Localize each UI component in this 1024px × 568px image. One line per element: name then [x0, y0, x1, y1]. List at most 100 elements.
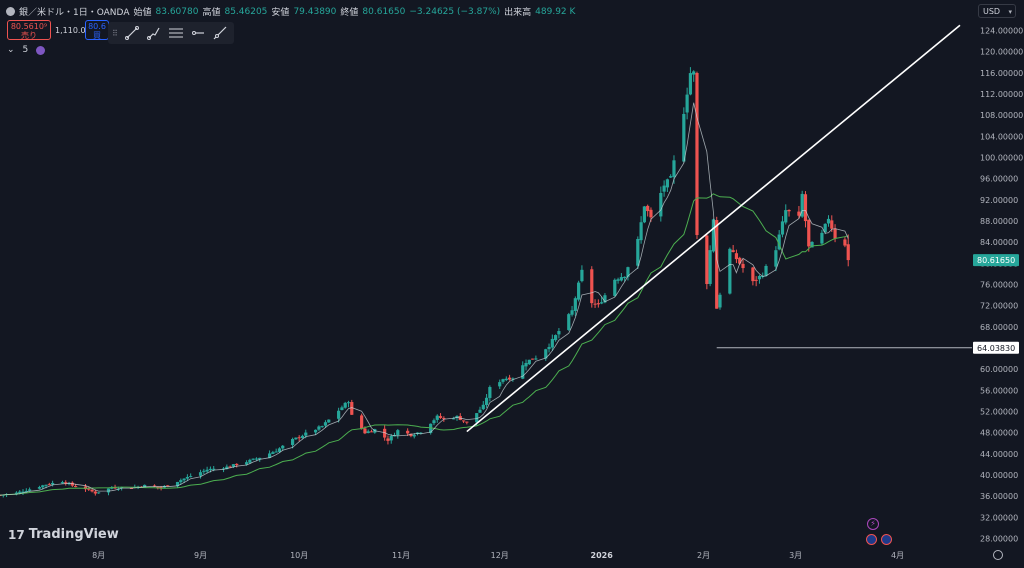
time-axis[interactable]: 8月 9月 10月 11月 12月 2026 2月 3月 4月: [92, 551, 904, 560]
candle-body: [695, 73, 699, 236]
price-tick-label: 108.00000: [980, 111, 1023, 120]
extended-line-icon[interactable]: [212, 25, 228, 41]
price-axis[interactable]: 28.00000 32.00000 36.00000 40.00000 44.00000…: [973, 27, 1023, 544]
candle-body: [208, 468, 213, 470]
drawing-layer[interactable]: [466, 24, 972, 433]
candle-body: [251, 458, 255, 460]
currency-select[interactable]: USD ▾: [978, 4, 1016, 18]
short-ma-line: [0, 102, 849, 496]
candle-body: [87, 488, 91, 490]
candle-body: [225, 466, 229, 470]
candle-body: [461, 420, 466, 422]
candle-body: [24, 490, 28, 492]
candle-body: [642, 206, 646, 223]
candle-body: [626, 267, 630, 277]
spread-value: 1,110.0: [55, 25, 86, 35]
candle-body: [554, 335, 558, 341]
candle-body: [738, 257, 742, 264]
candle-body: [271, 452, 275, 454]
time-tick-label: 4月: [891, 551, 904, 560]
fib-lines-icon[interactable]: [168, 25, 184, 41]
candle-body: [383, 428, 387, 438]
drag-handle-icon[interactable]: ⠿: [112, 28, 118, 38]
us-flag-icon[interactable]: [866, 534, 877, 545]
time-tick-label: 3月: [789, 551, 802, 560]
candle-body: [44, 484, 48, 486]
candle-body: [205, 469, 209, 472]
low-value: 79.43890: [293, 6, 337, 17]
volume-label: 出来高: [504, 8, 532, 18]
candle-body: [484, 397, 489, 406]
time-tick-label: 2026: [591, 551, 614, 560]
candle-body: [452, 418, 456, 420]
horizontal-ray-icon[interactable]: [190, 25, 206, 41]
price-tick-label: 116.00000: [980, 69, 1023, 78]
sell-label: 売り: [21, 31, 37, 40]
candle-body: [577, 282, 581, 300]
price-tick-label: 84.00000: [980, 238, 1018, 247]
price-tick-label: 100.00000: [980, 154, 1023, 163]
sell-button[interactable]: 80.5610⁹ 売り: [7, 20, 51, 40]
buy-label: 買: [93, 31, 101, 40]
collapse-icon[interactable]: ⌄: [7, 45, 15, 55]
ma-line: [0, 193, 849, 496]
candle-body: [550, 338, 554, 348]
price-tick-label: 72.00000: [980, 302, 1018, 311]
candle-body: [110, 487, 114, 489]
candle-body: [369, 431, 374, 433]
trade-panel: 80.5610⁹ 売り 1,110.0 80.6 買: [7, 20, 109, 40]
price-tick-label: 60.00000: [980, 365, 1018, 374]
candle-body: [521, 365, 525, 379]
last-price-label: 80.61650: [977, 256, 1015, 265]
indicator-icon[interactable]: [36, 45, 46, 55]
price-tick-label: 32.00000: [980, 513, 1018, 522]
candle-body: [254, 458, 259, 460]
candle-body: [501, 379, 505, 382]
low-label: 安値: [271, 8, 290, 18]
candle-body: [274, 451, 278, 453]
time-tick-label: 10月: [290, 551, 308, 560]
bolt-icon[interactable]: ⚡: [867, 518, 879, 530]
candle-body: [504, 378, 508, 381]
symbol-title[interactable]: 銀／米ドル・1日・OANDA: [19, 8, 130, 18]
ray-line-icon[interactable]: [146, 25, 162, 41]
us-flag-icon[interactable]: [881, 534, 892, 545]
candle-body: [780, 221, 785, 235]
candle-body: [90, 489, 94, 492]
candle-body: [175, 481, 180, 487]
candle-body: [51, 482, 55, 485]
candle-body: [304, 432, 308, 436]
candle-body: [784, 210, 788, 223]
candle-body: [337, 410, 341, 419]
candle-body: [711, 219, 716, 252]
trend-line: [466, 24, 961, 433]
open-label: 始値: [133, 8, 152, 18]
candle-body: [820, 232, 824, 244]
candle-body: [327, 419, 331, 423]
open-value: 83.60780: [155, 6, 199, 17]
candle-body: [787, 209, 791, 212]
candle-body: [323, 422, 328, 426]
ma-layer: [0, 102, 849, 496]
price-tick-label: 36.00000: [980, 492, 1018, 501]
candle-body: [672, 160, 676, 177]
buy-button[interactable]: 80.6 買: [85, 20, 109, 40]
candle-body: [97, 492, 101, 494]
candle-body: [21, 491, 25, 493]
candle-body: [830, 220, 834, 229]
candle-body: [291, 439, 295, 445]
price-tick-label: 120.00000: [980, 48, 1023, 57]
candle-body: [18, 491, 22, 494]
candle-layer: [0, 67, 850, 498]
candle-body: [669, 176, 673, 178]
trend-line-icon[interactable]: [124, 25, 140, 41]
candle-body: [419, 432, 423, 434]
candle-body: [527, 359, 531, 365]
candle-body: [567, 314, 571, 330]
gear-icon[interactable]: [993, 550, 1003, 560]
time-tick-label: 11月: [392, 551, 410, 560]
candle-body: [639, 222, 643, 241]
candle-body: [185, 476, 189, 479]
candle-body: [570, 310, 574, 315]
